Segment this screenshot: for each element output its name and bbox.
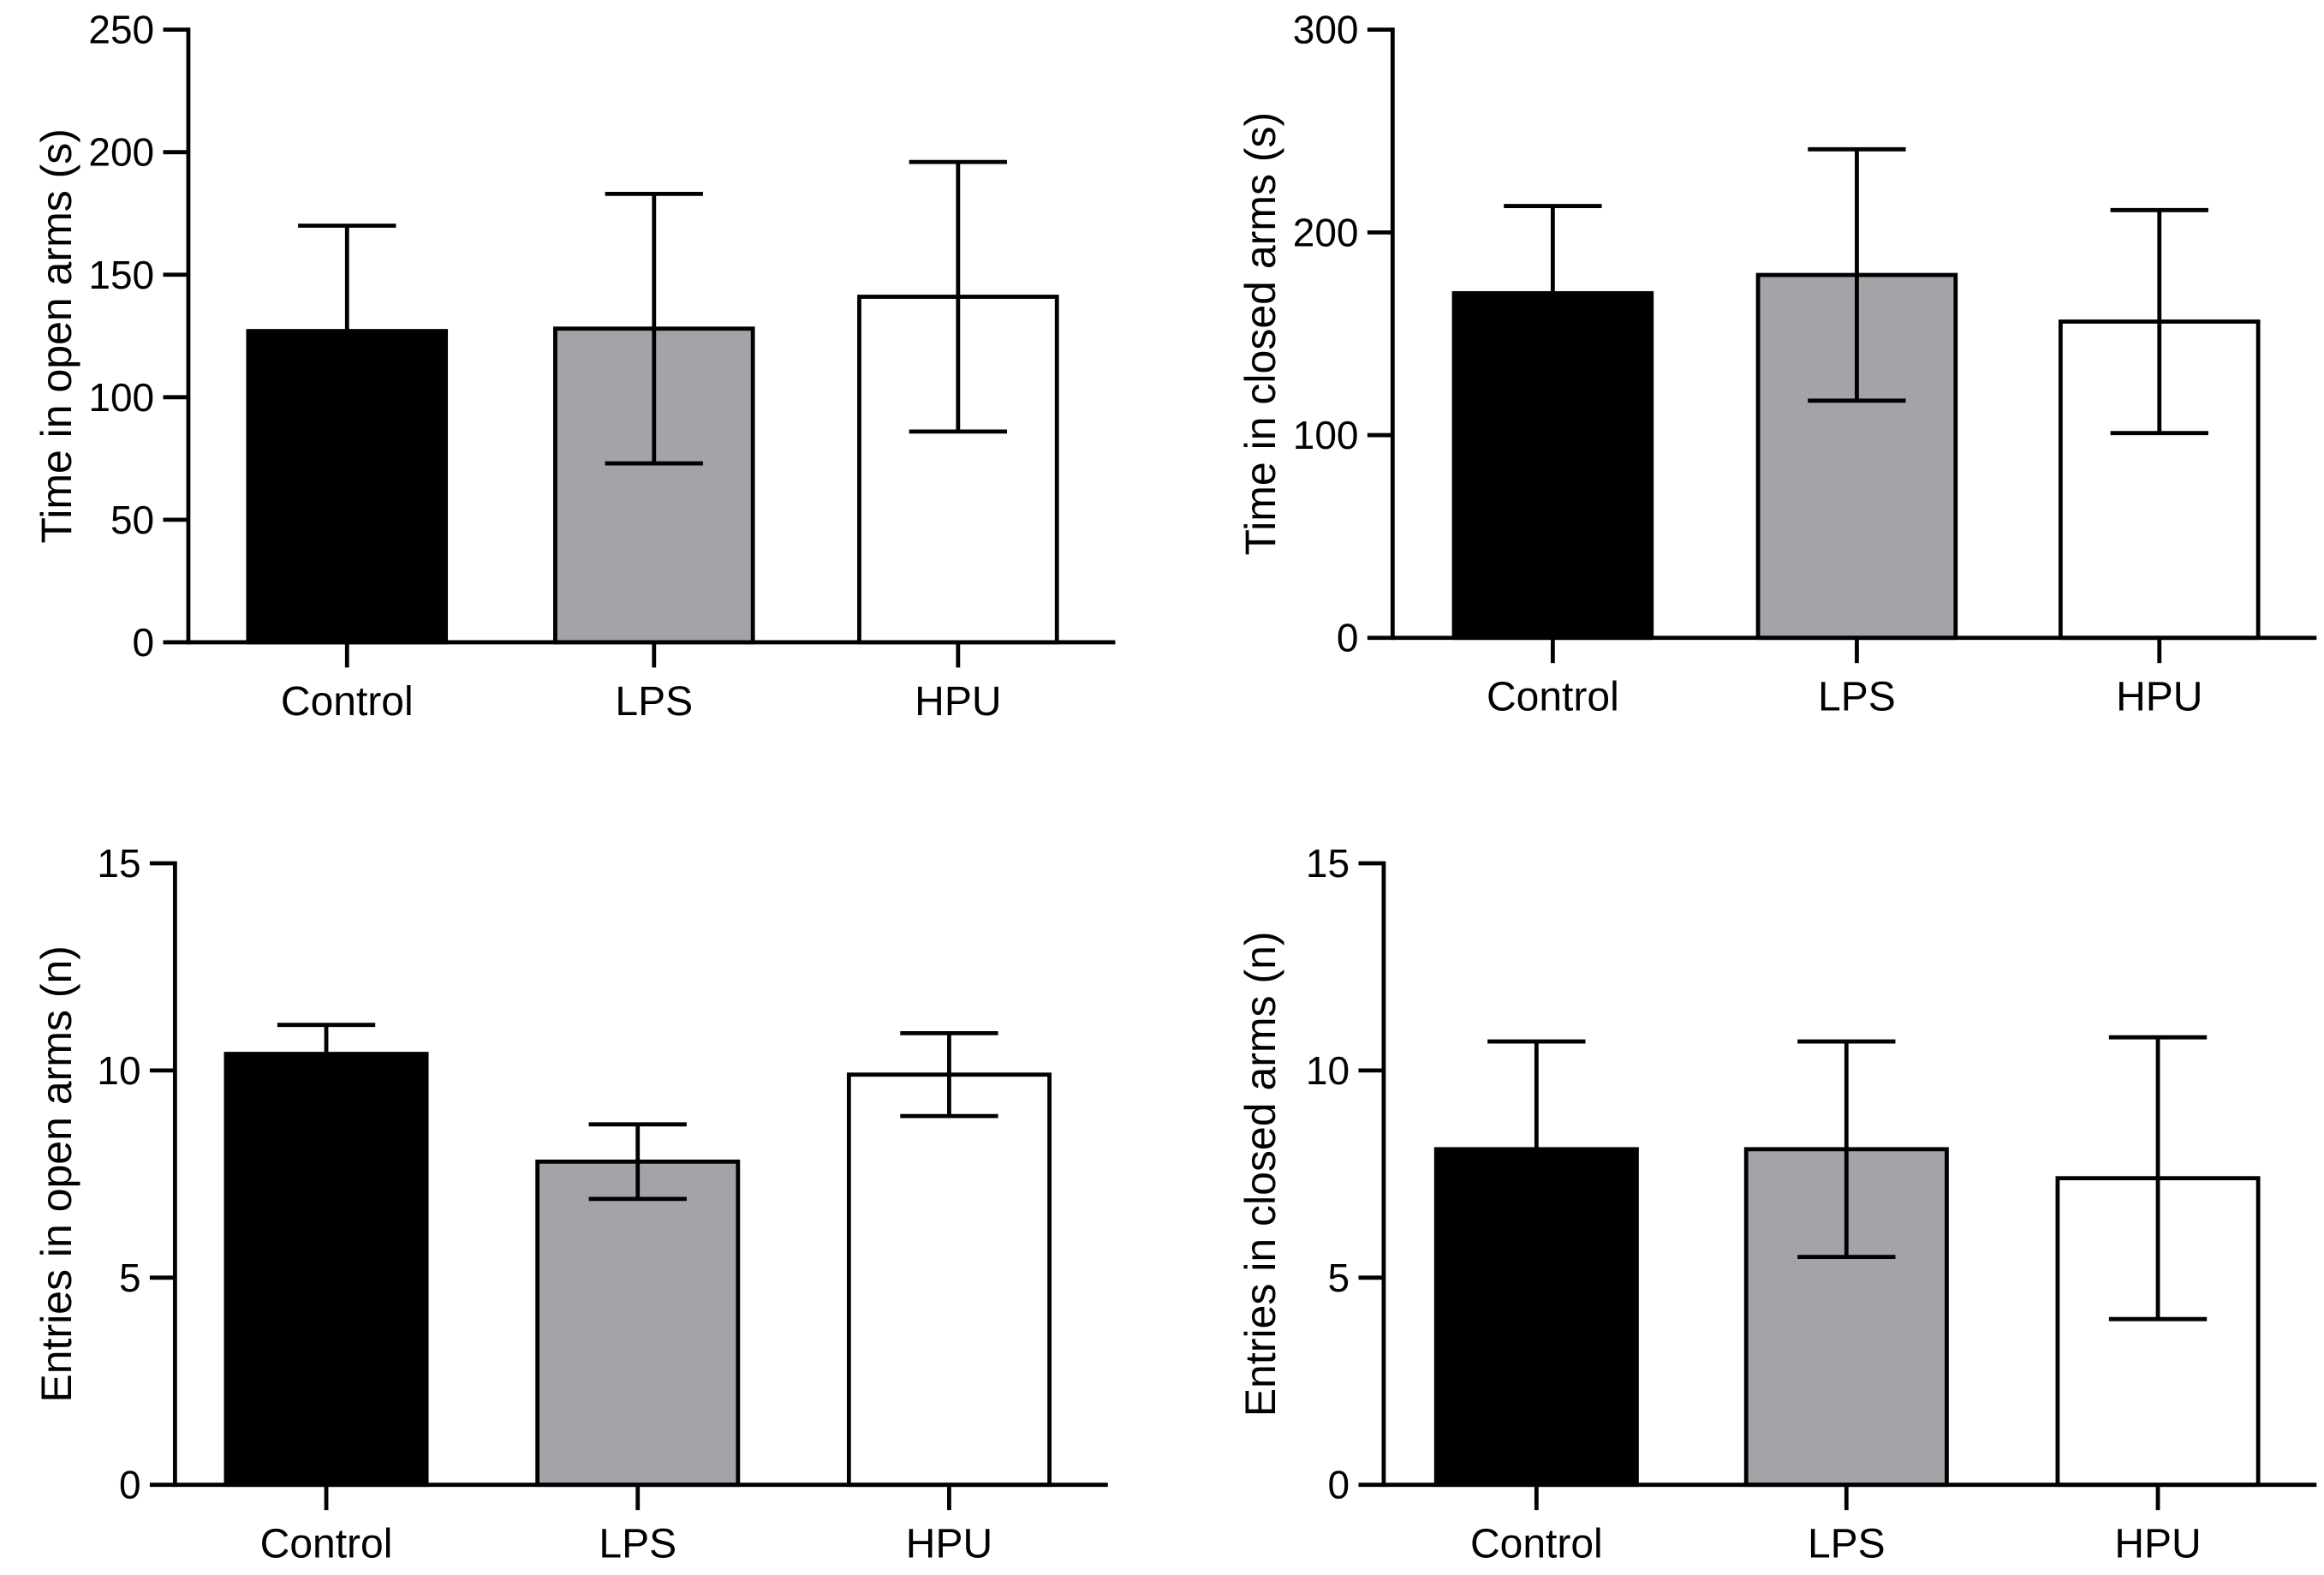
y-axis-title: Entries in open arms (n) xyxy=(33,946,80,1403)
chart-entries-open-arms: Control LPS HPU 0 5 10 15 Entries in open arms … xyxy=(33,841,1108,1567)
y-tick-label: 15 xyxy=(97,841,140,886)
y-tick-label: 15 xyxy=(1306,841,1350,886)
y-tick-label: 5 xyxy=(119,1256,141,1300)
y-axis-title: Time in open arms (s) xyxy=(33,128,80,543)
chart-time-closed-arms: Control LPS HPU 0 100 200 300 Time in closed ar… xyxy=(1236,8,2317,720)
y-axis-title: Entries in closed arms (n) xyxy=(1236,931,1284,1417)
y-tick-label: 5 xyxy=(1328,1256,1350,1300)
y-tick-label: 200 xyxy=(88,130,154,175)
x-tick-label-lps: LPS xyxy=(615,679,693,725)
x-tick-label-lps: LPS xyxy=(599,1522,676,1567)
x-tick-label-hpu: HPU xyxy=(915,679,1001,725)
y-tick-label: 200 xyxy=(1293,210,1359,254)
x-tick-label-control: Control xyxy=(1487,675,1619,720)
y-tick-label: 150 xyxy=(88,253,154,297)
y-axis-title: Time in closed arms (s) xyxy=(1236,112,1284,556)
y-tick-label: 0 xyxy=(1328,1463,1350,1507)
y-tick-label: 300 xyxy=(1293,8,1359,52)
x-tick-label-control: Control xyxy=(281,679,414,725)
y-tick-label: 0 xyxy=(119,1463,141,1507)
x-tick-label-hpu: HPU xyxy=(906,1522,992,1567)
bar-hpu xyxy=(846,1072,1052,1488)
y-tick-label: 0 xyxy=(1337,616,1359,660)
x-tick-label-hpu: HPU xyxy=(2116,675,2202,720)
x-tick-label-control: Control xyxy=(1470,1522,1603,1567)
y-tick-label: 50 xyxy=(110,498,154,542)
x-tick-label-lps: LPS xyxy=(1818,675,1896,720)
bar-control xyxy=(1451,290,1654,641)
bar-lps xyxy=(535,1159,741,1488)
y-tick-label: 250 xyxy=(88,8,154,52)
x-tick-label-control: Control xyxy=(260,1522,393,1567)
y-tick-label: 100 xyxy=(1293,413,1359,457)
bar-control xyxy=(223,1052,429,1488)
x-tick-label-hpu: HPU xyxy=(2114,1522,2201,1567)
y-tick-label: 100 xyxy=(88,375,154,420)
y-tick-label: 0 xyxy=(133,620,155,665)
y-tick-label: 10 xyxy=(97,1048,140,1093)
chart-time-open-arms: Control LPS HPU 0 50 100 150 200 250 Time in open… xyxy=(33,8,1116,725)
y-tick-label: 10 xyxy=(1306,1048,1350,1093)
x-tick-label-lps: LPS xyxy=(1808,1522,1886,1567)
chart-entries-closed-arms: Control LPS HPU 0 5 10 15 Entries in closed arm… xyxy=(1236,841,2317,1567)
